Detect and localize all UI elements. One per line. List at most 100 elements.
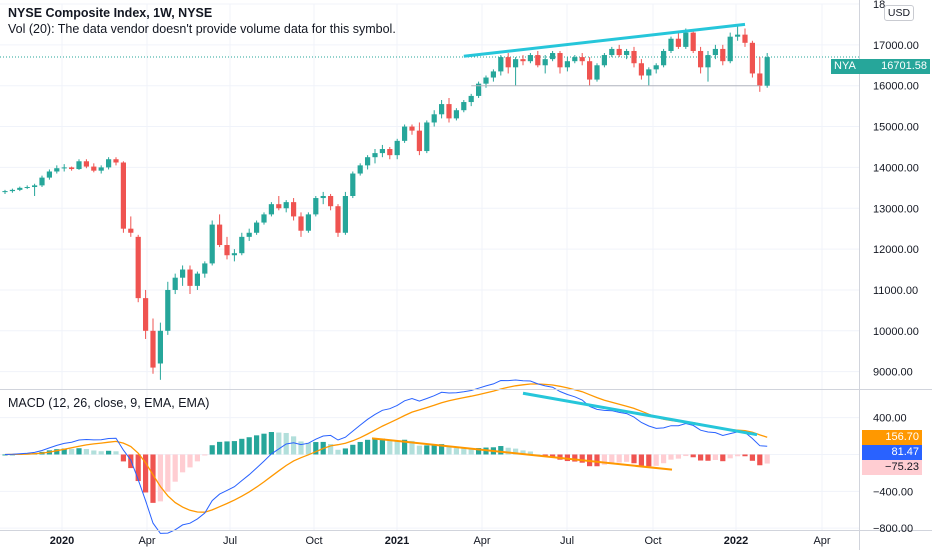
candle-body[interactable] bbox=[113, 159, 119, 163]
macd-histogram-bar[interactable] bbox=[150, 454, 156, 503]
macd-histogram-bar[interactable] bbox=[624, 454, 630, 462]
macd-histogram-bar[interactable] bbox=[446, 446, 452, 455]
candle-body[interactable] bbox=[143, 298, 149, 331]
candle-body[interactable] bbox=[572, 57, 578, 62]
candle-body[interactable] bbox=[150, 330, 156, 368]
candle-body[interactable] bbox=[675, 38, 681, 47]
macd-histogram-bar[interactable] bbox=[239, 438, 245, 455]
candle-body[interactable] bbox=[712, 48, 718, 56]
macd-histogram-bar[interactable] bbox=[187, 454, 193, 468]
macd-histogram-bar[interactable] bbox=[468, 448, 474, 455]
macd-histogram-bar[interactable] bbox=[727, 454, 733, 459]
candle-body[interactable] bbox=[24, 187, 30, 189]
candle-body[interactable] bbox=[135, 236, 141, 299]
macd-histogram-bar[interactable] bbox=[661, 454, 667, 464]
currency-button[interactable]: USD bbox=[884, 5, 914, 21]
macd-histogram-bar[interactable] bbox=[202, 454, 208, 456]
candle-body[interactable] bbox=[157, 330, 163, 364]
macd-histogram-bar[interactable] bbox=[54, 449, 60, 455]
signal-line[interactable] bbox=[4, 383, 768, 513]
macd-histogram-bar[interactable] bbox=[135, 454, 141, 482]
candle-body[interactable] bbox=[32, 185, 38, 188]
candle-body[interactable] bbox=[535, 55, 541, 66]
macd-histogram-bar[interactable] bbox=[668, 454, 674, 460]
candle-body[interactable] bbox=[424, 122, 430, 152]
candle-body[interactable] bbox=[735, 34, 741, 37]
candle-body[interactable] bbox=[261, 214, 267, 223]
macd-histogram-bar[interactable] bbox=[498, 446, 504, 455]
macd-histogram-bar[interactable] bbox=[764, 454, 770, 464]
macd-histogram-bar[interactable] bbox=[601, 454, 607, 465]
candle-body[interactable] bbox=[335, 206, 341, 233]
macd-histogram-bar[interactable] bbox=[379, 438, 385, 455]
macd-histogram-bar[interactable] bbox=[106, 450, 112, 455]
macd-histogram-bar[interactable] bbox=[254, 435, 260, 455]
candle-body[interactable] bbox=[624, 50, 630, 56]
candle-body[interactable] bbox=[416, 130, 422, 152]
macd-histogram-bar[interactable] bbox=[653, 454, 659, 466]
candle-body[interactable] bbox=[476, 83, 482, 96]
candle-body[interactable] bbox=[498, 57, 504, 72]
price-pane[interactable] bbox=[0, 22, 859, 380]
candle-body[interactable] bbox=[128, 228, 134, 233]
candle-body[interactable] bbox=[616, 48, 622, 56]
macd-histogram-bar[interactable] bbox=[120, 454, 126, 462]
macd-histogram-bar[interactable] bbox=[268, 432, 274, 455]
candle-body[interactable] bbox=[431, 114, 437, 123]
macd-histogram-bar[interactable] bbox=[350, 444, 356, 455]
macd-histogram-bar[interactable] bbox=[572, 454, 578, 462]
macd-histogram-bar[interactable] bbox=[357, 441, 363, 455]
macd-histogram-bar[interactable] bbox=[631, 454, 637, 464]
macd-histogram-bar[interactable] bbox=[224, 441, 230, 455]
candle-body[interactable] bbox=[305, 214, 311, 231]
macd-histogram-bar[interactable] bbox=[749, 454, 755, 461]
macd-pane[interactable] bbox=[2, 379, 770, 534]
candle-body[interactable] bbox=[409, 126, 415, 131]
candle-body[interactable] bbox=[298, 216, 304, 231]
candle-body[interactable] bbox=[254, 222, 260, 233]
macd-histogram-bar[interactable] bbox=[180, 454, 186, 473]
macd-histogram-bar[interactable] bbox=[424, 445, 430, 455]
macd-histogram-bar[interactable] bbox=[439, 444, 445, 455]
candle-body[interactable] bbox=[239, 236, 245, 254]
candle-body[interactable] bbox=[646, 69, 652, 76]
candle-body[interactable] bbox=[742, 34, 748, 43]
macd-histogram-bar[interactable] bbox=[409, 440, 415, 455]
macd-histogram-bar[interactable] bbox=[609, 454, 615, 463]
candle-body[interactable] bbox=[631, 50, 637, 64]
candle-body[interactable] bbox=[91, 166, 97, 171]
candle-body[interactable] bbox=[513, 59, 519, 68]
macd-histogram-bar[interactable] bbox=[683, 454, 689, 457]
candle-body[interactable] bbox=[564, 61, 570, 68]
macd-histogram-bar[interactable] bbox=[431, 444, 437, 455]
candle-body[interactable] bbox=[690, 32, 696, 51]
macd-histogram-bar[interactable] bbox=[476, 448, 482, 455]
macd-histogram-bar[interactable] bbox=[342, 448, 348, 455]
candle-body[interactable] bbox=[69, 167, 75, 170]
macd-histogram-bar[interactable] bbox=[313, 442, 319, 455]
candle-body[interactable] bbox=[342, 196, 348, 233]
candle-body[interactable] bbox=[231, 253, 237, 256]
candle-body[interactable] bbox=[217, 224, 223, 246]
candle-body[interactable] bbox=[527, 55, 533, 62]
macd-histogram-bar[interactable] bbox=[742, 454, 748, 457]
candle-body[interactable] bbox=[276, 204, 282, 209]
candle-body[interactable] bbox=[350, 173, 356, 196]
macd-histogram-bar[interactable] bbox=[217, 441, 223, 455]
macd-histogram-bar[interactable] bbox=[335, 449, 341, 455]
candle-body[interactable] bbox=[446, 104, 452, 119]
candle-body[interactable] bbox=[365, 157, 371, 166]
macd-histogram-bar[interactable] bbox=[291, 436, 297, 455]
macd-histogram-bar[interactable] bbox=[305, 442, 311, 455]
macd-histogram-bar[interactable] bbox=[646, 454, 652, 467]
macd-histogram-bar[interactable] bbox=[143, 454, 149, 493]
candle-body[interactable] bbox=[698, 50, 704, 68]
macd-histogram-bar[interactable] bbox=[231, 441, 237, 455]
candle-body[interactable] bbox=[594, 65, 600, 80]
candle-body[interactable] bbox=[357, 165, 363, 174]
macd-histogram-bar[interactable] bbox=[165, 454, 171, 492]
candle-body[interactable] bbox=[638, 63, 644, 76]
macd-histogram-bar[interactable] bbox=[735, 454, 741, 457]
macd-histogram-bar[interactable] bbox=[505, 447, 511, 455]
